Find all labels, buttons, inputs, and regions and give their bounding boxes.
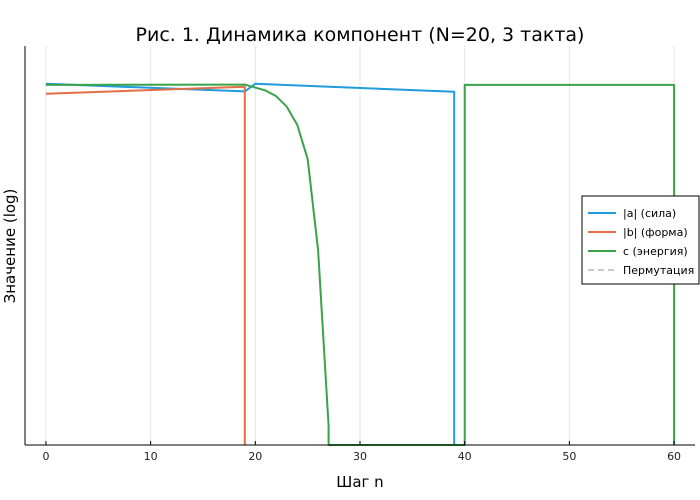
x-tick-label: 30 — [353, 450, 367, 463]
legend-label: Пермутация — [623, 264, 694, 277]
x-tick-label: 60 — [667, 450, 681, 463]
series-line — [45, 82, 456, 445]
legend-label: |b| (форма) — [623, 226, 688, 239]
plot-area — [45, 82, 676, 446]
x-tick-label: 50 — [562, 450, 576, 463]
legend-box — [581, 195, 700, 285]
grid — [45, 46, 675, 445]
chart-title: Рис. 1. Динамика компонент (N=20, 3 такт… — [136, 24, 585, 46]
x-tick-label: 40 — [458, 450, 472, 463]
x-axis-label: Шаг n — [336, 473, 383, 491]
legend-label: |a| (сила) — [623, 207, 676, 220]
x-tick-label: 20 — [248, 450, 262, 463]
x-tick-label: 10 — [144, 450, 158, 463]
x-axis-ticks: 0 10 20 30 40 50 60 — [42, 441, 681, 463]
y-axis-label: Значение (log) — [1, 189, 19, 304]
series-line — [45, 85, 246, 445]
legend-label: c (энергия) — [623, 245, 688, 258]
x-tick-label: 0 — [42, 450, 49, 463]
series-line — [45, 83, 676, 446]
legend: |a| (сила) |b| (форма) c (энергия) Пермутац… — [581, 195, 700, 285]
